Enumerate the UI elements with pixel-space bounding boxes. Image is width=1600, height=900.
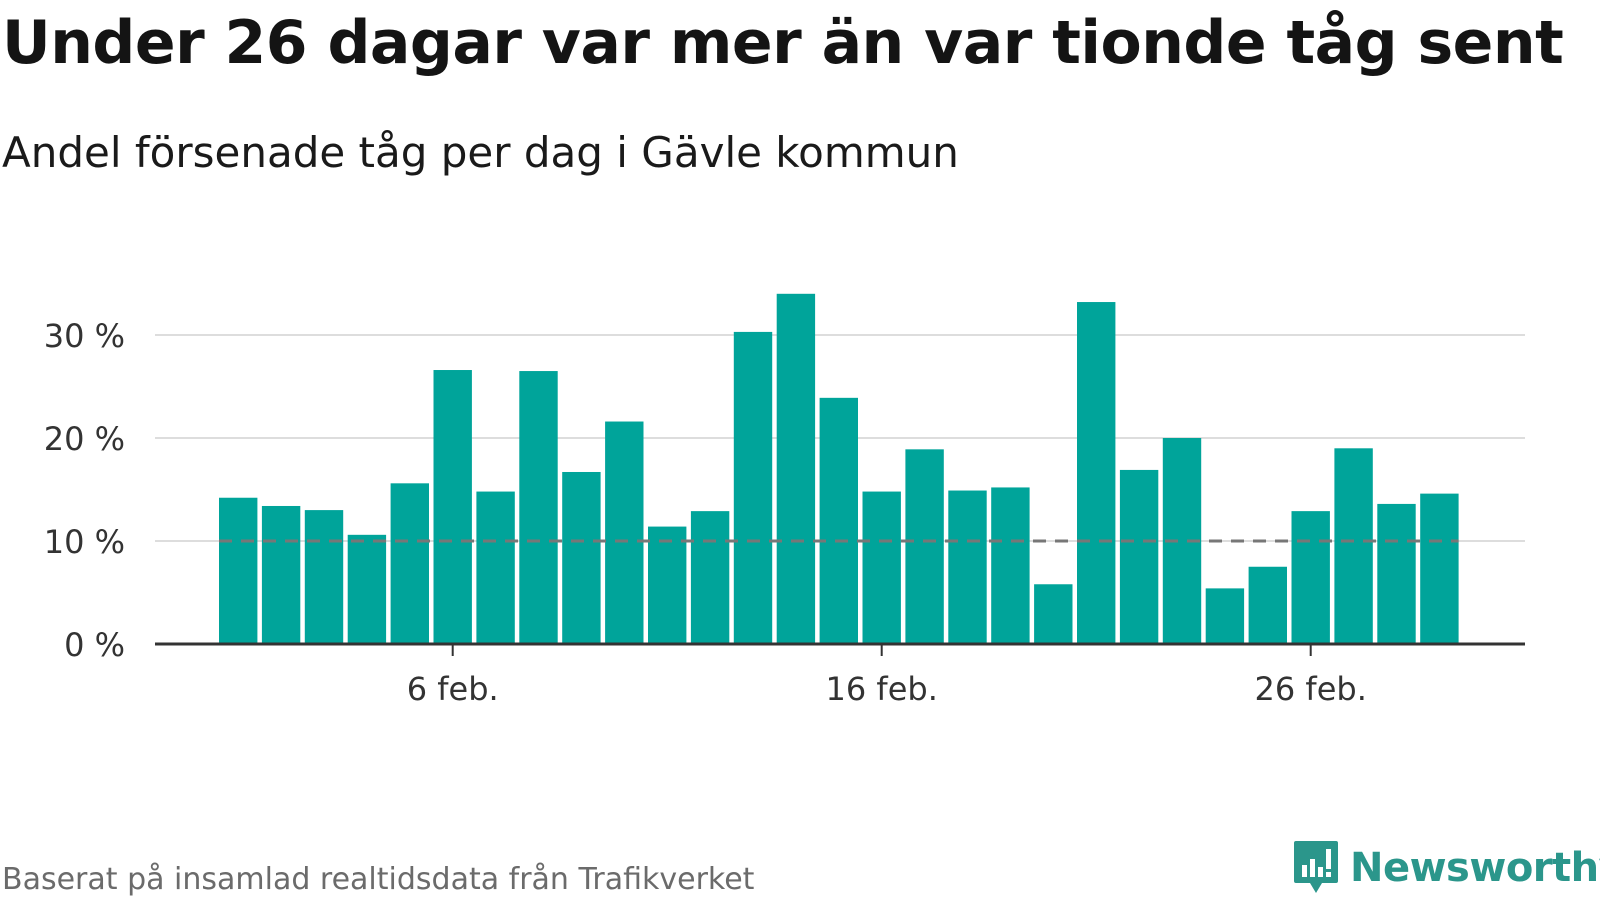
bar [862, 491, 901, 644]
chart-subtitle: Andel försenade tåg per dag i Gävle komm… [2, 128, 959, 177]
bar [690, 511, 730, 644]
bar-chart: 0 % 10 % 20 % 30 % 6 feb. 16 feb. 26 feb. [44, 293, 1525, 708]
bar [1034, 584, 1073, 644]
bar [304, 510, 344, 644]
bar [1334, 448, 1373, 644]
bar [476, 491, 515, 644]
bar [261, 505, 301, 644]
bar [905, 449, 944, 644]
newsworthy-logo-icon [1294, 841, 1338, 893]
bar [648, 526, 687, 644]
x-tick-label: 6 feb. [407, 670, 499, 708]
bar [819, 397, 858, 644]
bar [605, 421, 644, 644]
chart-title: Under 26 dagar var mer än var tionde tåg… [2, 8, 1564, 78]
x-tick-label: 26 feb. [1255, 670, 1367, 708]
y-tick-label: 30 % [44, 317, 125, 355]
bar [948, 490, 987, 644]
bar [390, 483, 429, 644]
y-tick-label: 0 % [64, 626, 125, 664]
bar [562, 471, 601, 644]
y-tick-label: 20 % [44, 420, 125, 458]
bar [1205, 588, 1245, 644]
y-tick-label: 10 % [44, 523, 125, 561]
x-tick-label: 16 feb. [826, 670, 938, 708]
bar [1377, 503, 1416, 644]
bar [1291, 511, 1330, 644]
bar [1077, 302, 1116, 644]
bar [433, 370, 472, 644]
bar [991, 487, 1030, 644]
bar [1420, 493, 1459, 644]
bar [347, 534, 387, 644]
brand: Newsworthy [1292, 838, 1600, 898]
bar [219, 497, 258, 644]
bar [519, 371, 558, 644]
bar [1248, 566, 1287, 644]
bar [733, 331, 773, 644]
brand-name: Newsworthy [1350, 845, 1600, 891]
bar [1119, 469, 1159, 644]
source-note: Baserat på insamlad realtidsdata från Tr… [2, 862, 755, 897]
bar [776, 293, 816, 644]
